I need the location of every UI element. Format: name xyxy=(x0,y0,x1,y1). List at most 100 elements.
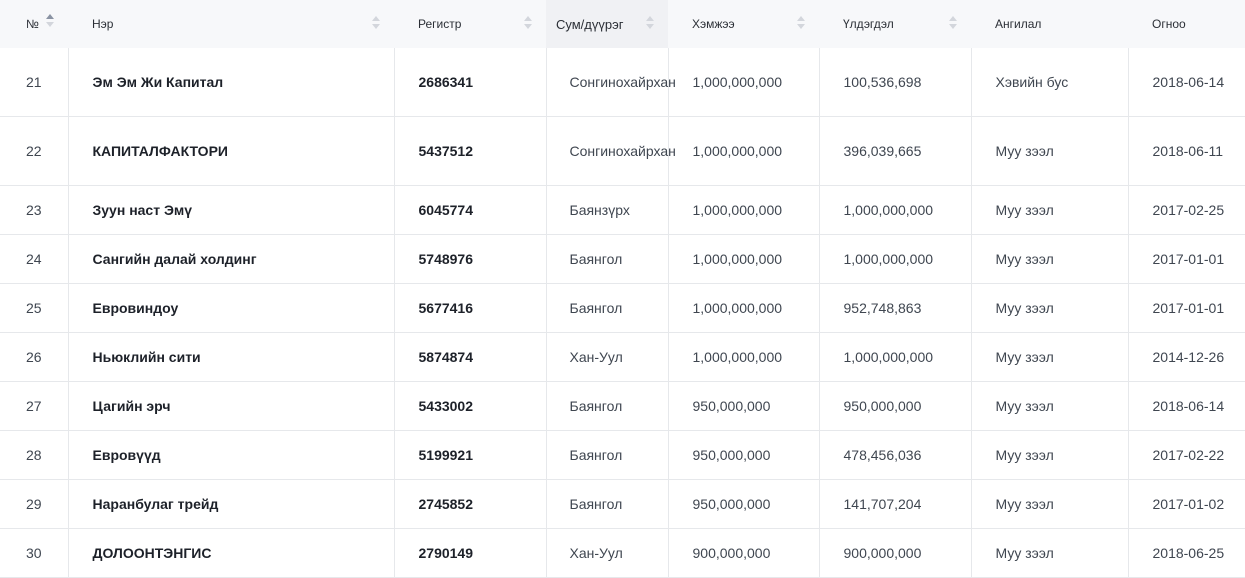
column-header-label: Регистр xyxy=(418,17,462,31)
cell-date: 2017-02-22 xyxy=(1127,430,1245,480)
cell-name: Евровиндоу xyxy=(67,283,395,333)
cell-register: 2686341 xyxy=(393,48,547,117)
cell-register: 6045774 xyxy=(393,185,547,235)
column-header-label: Ангилал xyxy=(995,17,1042,31)
cell-size: 1,000,000,000 xyxy=(667,185,820,235)
cell-name: Сангийн далай холдинг xyxy=(67,234,395,284)
column-header-label: Нэр xyxy=(92,17,114,31)
sort-icon[interactable] xyxy=(949,16,957,30)
column-header-register[interactable]: Регистр xyxy=(394,0,546,48)
table-row[interactable]: 26 Ньюклийн сити 5874874 Хан-Уул 1,000,0… xyxy=(0,332,1245,382)
cell-no: 28 xyxy=(0,430,69,480)
table-row[interactable]: 29 Наранбулаг трейд 2745852 Баянгол 950,… xyxy=(0,479,1245,529)
table-row[interactable]: 30 ДОЛООНТЭНГИС 2790149 Хан-Уул 900,000,… xyxy=(0,528,1245,578)
column-header-name[interactable]: Нэр xyxy=(68,0,394,48)
cell-size: 950,000,000 xyxy=(667,479,820,529)
column-header-label: Огноо xyxy=(1152,17,1186,31)
cell-balance: 950,000,000 xyxy=(818,381,972,431)
cell-register: 5437512 xyxy=(393,116,547,186)
cell-district: Баянгол xyxy=(545,479,669,529)
cell-register: 5748976 xyxy=(393,234,547,284)
cell-size: 900,000,000 xyxy=(667,528,820,578)
table-row[interactable]: 23 Зуун наст Эмү 6045774 Баянзүрх 1,000,… xyxy=(0,185,1245,235)
cell-register: 5199921 xyxy=(393,430,547,480)
cell-size: 1,000,000,000 xyxy=(667,116,820,186)
sort-icon[interactable] xyxy=(372,16,380,30)
table-header-row: № Нэр Регистр Сум/дүүрэг Хэмжээ Үлдэгдэл xyxy=(0,0,1245,48)
cell-size: 1,000,000,000 xyxy=(667,48,820,117)
cell-category: Муу зээл xyxy=(970,479,1129,529)
cell-name: Цагийн эрч xyxy=(67,381,395,431)
cell-district: Баянзүрх xyxy=(545,185,669,235)
cell-category: Муу зээл xyxy=(970,332,1129,382)
cell-category: Муу зээл xyxy=(970,116,1129,186)
cell-date: 2017-01-02 xyxy=(1127,479,1245,529)
table-row[interactable]: 24 Сангийн далай холдинг 5748976 Баянгол… xyxy=(0,234,1245,284)
column-header-size[interactable]: Хэмжээ xyxy=(668,0,819,48)
cell-date: 2018-06-11 xyxy=(1127,116,1245,186)
cell-no: 23 xyxy=(0,185,69,235)
cell-register: 5677416 xyxy=(393,283,547,333)
table-row[interactable]: 28 Евровүүд 5199921 Баянгол 950,000,000 … xyxy=(0,430,1245,480)
column-header-balance[interactable]: Үлдэгдэл xyxy=(819,0,971,48)
column-header-category: Ангилал xyxy=(971,0,1128,48)
column-header-label: Үлдэгдэл xyxy=(843,17,894,31)
column-header-date: Огноо xyxy=(1128,0,1245,48)
cell-balance: 900,000,000 xyxy=(818,528,972,578)
cell-category: Муу зээл xyxy=(970,283,1129,333)
column-header-no[interactable]: № xyxy=(0,0,68,48)
cell-date: 2018-06-14 xyxy=(1127,48,1245,117)
cell-no: 22 xyxy=(0,116,69,186)
cell-balance: 141,707,204 xyxy=(818,479,972,529)
cell-register: 5874874 xyxy=(393,332,547,382)
cell-district: Хан-Уул xyxy=(545,528,669,578)
cell-district: Баянгол xyxy=(545,381,669,431)
sort-icon[interactable] xyxy=(524,16,532,30)
cell-name: Наранбулаг трейд xyxy=(67,479,395,529)
sort-icon[interactable] xyxy=(797,16,805,30)
cell-no: 26 xyxy=(0,332,69,382)
cell-balance: 478,456,036 xyxy=(818,430,972,480)
cell-district: Баянгол xyxy=(545,283,669,333)
cell-size: 950,000,000 xyxy=(667,430,820,480)
cell-no: 24 xyxy=(0,234,69,284)
cell-name: КАПИТАЛФАКТОРИ xyxy=(67,116,395,186)
cell-no: 25 xyxy=(0,283,69,333)
cell-name: Ньюклийн сити xyxy=(67,332,395,382)
sort-icon[interactable] xyxy=(646,16,654,30)
sort-ascending-icon[interactable] xyxy=(46,14,55,28)
cell-no: 30 xyxy=(0,528,69,578)
cell-name: Евровүүд xyxy=(67,430,395,480)
cell-category: Муу зээл xyxy=(970,185,1129,235)
cell-category: Муу зээл xyxy=(970,381,1129,431)
cell-register: 2745852 xyxy=(393,479,547,529)
column-header-label: Хэмжээ xyxy=(692,17,735,31)
cell-size: 950,000,000 xyxy=(667,381,820,431)
cell-name: Эм Эм Жи Капитал xyxy=(67,48,395,117)
cell-date: 2017-02-25 xyxy=(1127,185,1245,235)
cell-name: ДОЛООНТЭНГИС xyxy=(67,528,395,578)
table-row[interactable]: 27 Цагийн эрч 5433002 Баянгол 950,000,00… xyxy=(0,381,1245,431)
cell-district: Сонгинохайрхан xyxy=(545,116,676,186)
cell-category: Муу зээл xyxy=(970,528,1129,578)
table-row[interactable]: 21 Эм Эм Жи Капитал 2686341 Сонгинохайрх… xyxy=(0,48,1245,117)
cell-date: 2017-01-01 xyxy=(1127,283,1245,333)
column-header-label: № xyxy=(26,16,39,31)
cell-district: Сонгинохайрхан xyxy=(545,48,676,117)
table-row[interactable]: 25 Евровиндоу 5677416 Баянгол 1,000,000,… xyxy=(0,283,1245,333)
cell-size: 1,000,000,000 xyxy=(667,234,820,284)
cell-no: 21 xyxy=(0,48,69,117)
cell-register: 2790149 xyxy=(393,528,547,578)
table-row[interactable]: 22 КАПИТАЛФАКТОРИ 5437512 Сонгинохайрхан… xyxy=(0,116,1245,186)
cell-size: 1,000,000,000 xyxy=(667,283,820,333)
column-header-district[interactable]: Сум/дүүрэг xyxy=(546,0,668,48)
cell-category: Муу зээл xyxy=(970,430,1129,480)
cell-balance: 396,039,665 xyxy=(818,116,972,186)
cell-no: 27 xyxy=(0,381,69,431)
cell-category: Хэвийн бус xyxy=(970,48,1129,117)
cell-category: Муу зээл xyxy=(970,234,1129,284)
cell-district: Хан-Уул xyxy=(545,332,669,382)
cell-no: 29 xyxy=(0,479,69,529)
column-header-label: Сум/дүүрэг xyxy=(556,16,624,32)
cell-balance: 1,000,000,000 xyxy=(818,332,972,382)
